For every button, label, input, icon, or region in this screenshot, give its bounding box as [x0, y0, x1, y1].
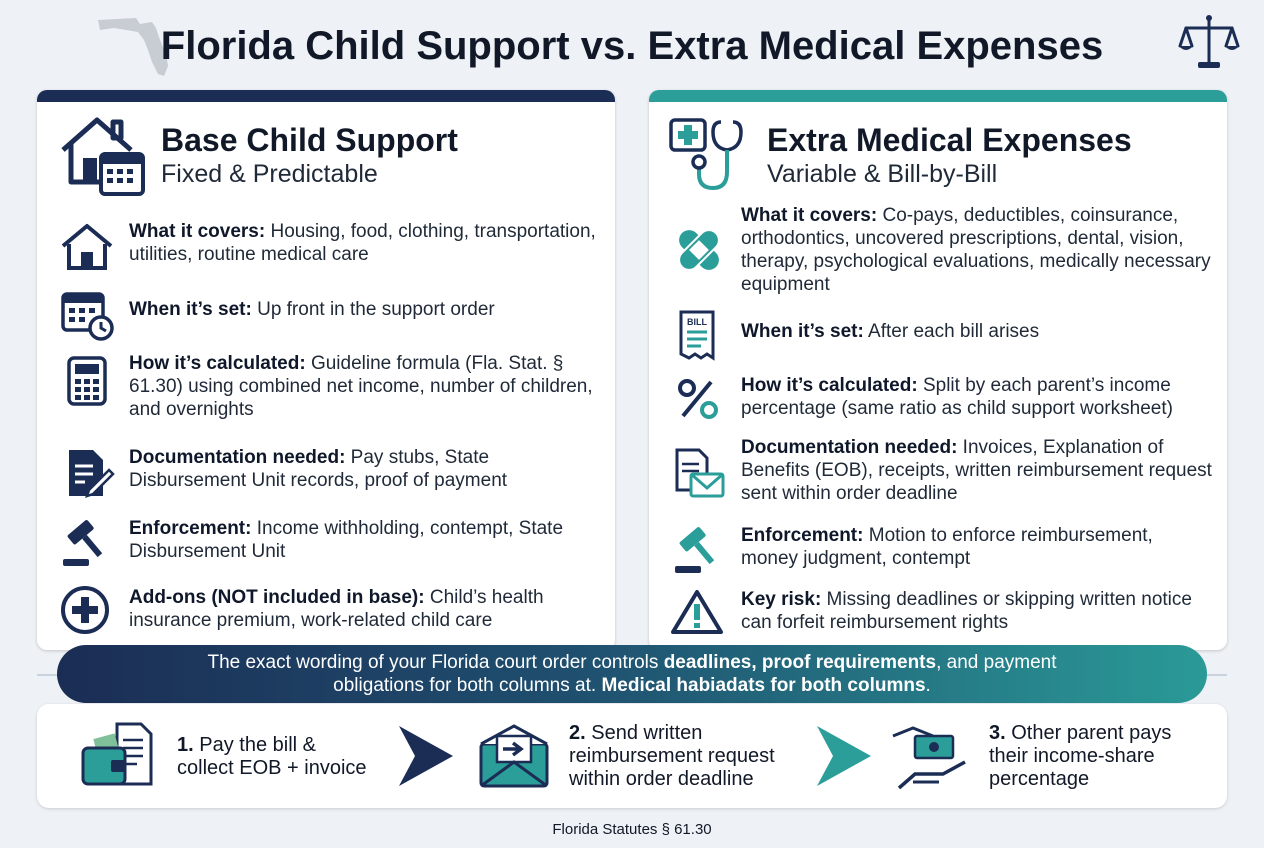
card-accent-bar [649, 90, 1227, 102]
footer-citation: Florida Statutes § 61.30 [552, 821, 712, 838]
card-subtitle: Fixed & Predictable [161, 160, 378, 188]
step-number: 2. [569, 722, 586, 744]
row-text: Income withholding, contempt, State Disb… [129, 518, 564, 562]
step-text: collect EOB + invoice [177, 757, 367, 779]
banner-text: The exact wording of your Florida court … [207, 652, 664, 673]
row-text: Housing, food, clothing, transportation,… [129, 221, 596, 265]
row-text: Guideline formula (Fla. Stat. § 61.30) u… [129, 353, 593, 420]
row-label: Add-ons (NOT included in base): [129, 587, 425, 608]
row-text: Up front in the support order [251, 299, 495, 320]
florida-map-icon [98, 18, 168, 76]
wallet-invoice-icon [81, 722, 153, 786]
document-pen-icon [69, 450, 115, 498]
row-text: Missing deadlines or skipping written no… [741, 589, 1192, 633]
row-text: Child’s health insurance premium, work-r… [129, 587, 544, 631]
house-icon [61, 224, 113, 270]
card-title: Extra Medical Expenses [767, 122, 1132, 158]
chevron-right-icon [817, 726, 871, 786]
calendar-clock-icon [61, 292, 114, 341]
card-accent-bar [37, 90, 615, 102]
banner-bold-text: deadlines, proof requirements [663, 652, 937, 673]
page-title: Florida Child Support vs. Extra Medical … [160, 24, 1104, 68]
step-number: 3. [989, 722, 1006, 744]
banner-text: , and payment [936, 652, 1057, 673]
bandage-icon [678, 229, 720, 271]
money-hand-icon [892, 726, 966, 790]
step-text: percentage [989, 768, 1090, 790]
court-order-banner: The exact wording of your Florida court … [57, 645, 1207, 703]
step-text: Send written [585, 722, 703, 744]
step-2: 2. Send written reimbursement request wi… [569, 722, 775, 791]
plus-circle-icon [61, 586, 109, 634]
step-text: Pay the bill & [193, 734, 316, 756]
bill-text: BILL [687, 317, 707, 327]
row-label: What it covers: [129, 221, 266, 242]
row-label: Key risk: [741, 589, 822, 610]
step-text: reimbursement request [569, 745, 775, 767]
step-number: 1. [177, 734, 194, 756]
envelope-arrow-icon [479, 724, 549, 788]
card-header: Base Child Support Fixed & Predictable [57, 114, 605, 196]
banner-bold-text: Medical habiadats for both columns [601, 675, 926, 696]
base-child-support-card: Base Child Support Fixed & Predictable W… [37, 90, 615, 650]
row-text: Co-pays, deductibles, coinsurance, ortho… [741, 205, 1211, 295]
row-label: Enforcement: [741, 525, 864, 546]
card-title: Base Child Support [161, 122, 458, 158]
step-text: their income-share [989, 745, 1155, 767]
medical-kit-stethoscope-icon [669, 118, 743, 191]
row-text: Pay stubs, State Disbursement Unit recor… [129, 447, 508, 491]
row-label: How it’s calculated: [129, 353, 306, 374]
card-subtitle: Variable & Bill-by-Bill [767, 160, 998, 188]
percent-icon [678, 379, 718, 419]
step-text: Other parent pays [1005, 722, 1172, 744]
step-3: 3. Other parent pays their income-share … [989, 722, 1171, 791]
bill-receipt-icon: BILL [679, 310, 715, 361]
document-envelope-icon [675, 448, 725, 498]
reimbursement-steps: 1. Pay the bill & collect EOB + invoice … [37, 704, 1227, 808]
step-text: within order deadline [569, 768, 754, 790]
scales-of-justice-icon [1178, 15, 1240, 68]
row-label: When it’s set: [741, 321, 864, 342]
row-label: What it covers: [741, 205, 878, 226]
row-label: When it’s set: [129, 299, 252, 320]
row-text: Split by each parent’s income percentage… [741, 375, 1173, 419]
calculator-icon [67, 356, 107, 406]
title-row: Florida Child Support vs. Extra Medical … [0, 0, 1264, 90]
row-label: Enforcement: [129, 518, 252, 539]
warning-triangle-icon [671, 590, 723, 634]
row-label: Documentation needed: [741, 437, 958, 458]
row-label: How it’s calculated: [741, 375, 918, 396]
step-1: 1. Pay the bill & collect EOB + invoice [177, 734, 367, 780]
row-text: Motion to enforce reimbursement, money j… [741, 525, 1153, 569]
row-text: After each bill arises [863, 321, 1040, 342]
card-header: Extra Medical Expenses Variable & Bill-b… [669, 114, 1217, 194]
gavel-icon [63, 520, 103, 566]
banner-text: obligations for both columns at. [333, 675, 602, 696]
extra-medical-expenses-card: Extra Medical Expenses Variable & Bill-b… [649, 90, 1227, 650]
gavel-icon [675, 527, 715, 573]
house-calendar-icon [61, 117, 145, 196]
row-label: Documentation needed: [129, 447, 346, 468]
chevron-right-icon [399, 726, 453, 786]
banner-text: . [925, 675, 931, 696]
row-text: Invoices, Explanation of Benefits (EOB),… [741, 437, 1212, 504]
